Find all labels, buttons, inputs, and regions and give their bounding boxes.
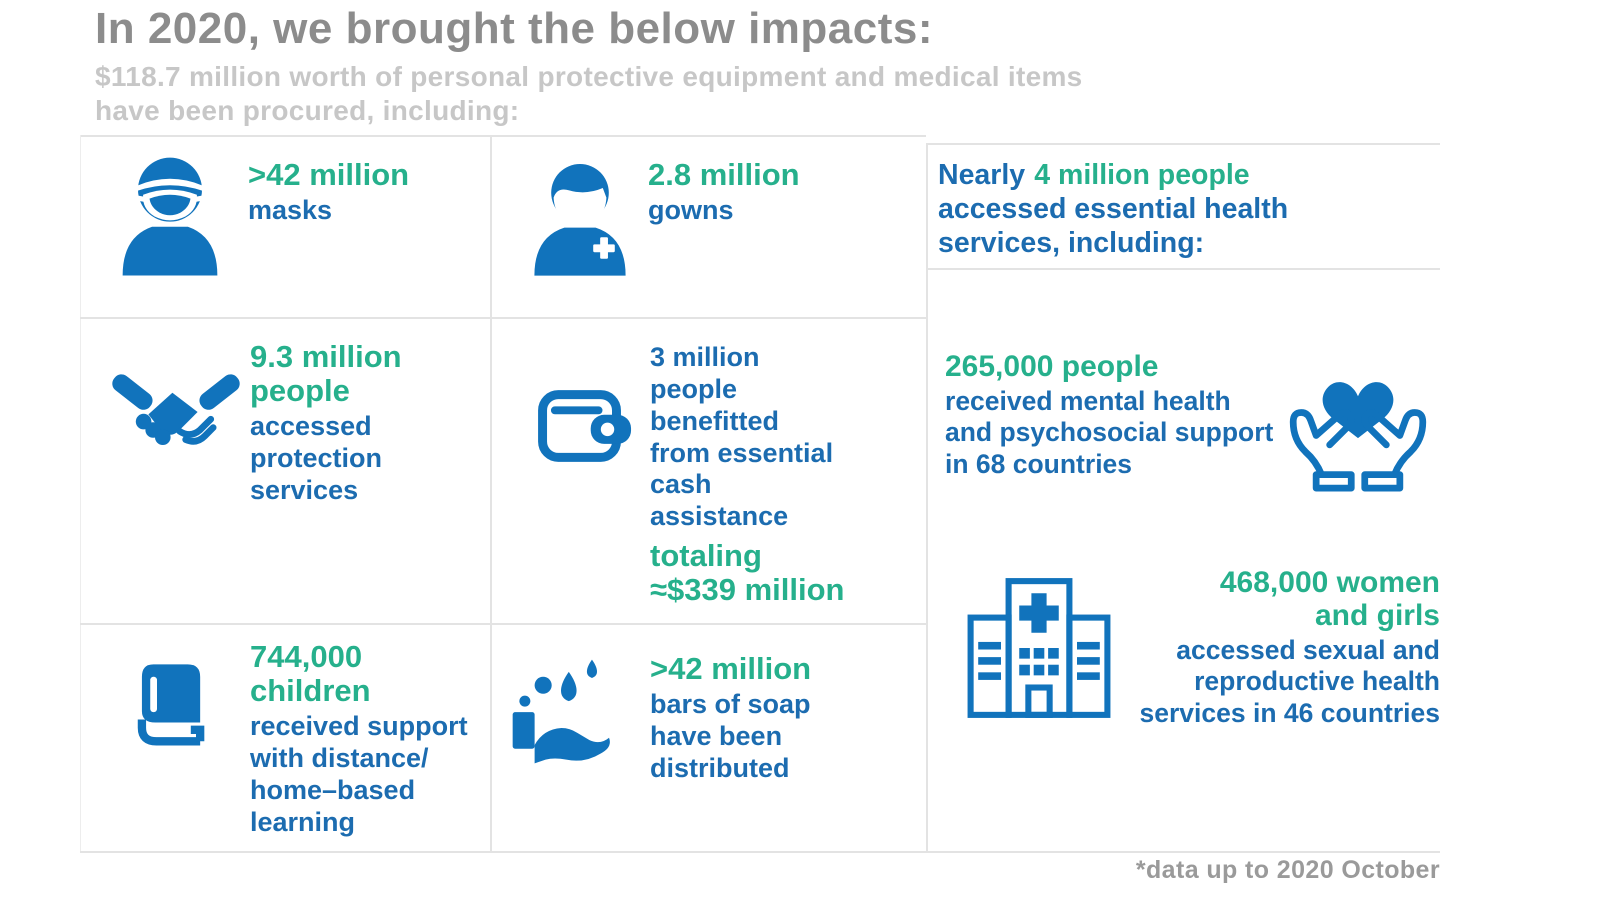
book-icon — [118, 648, 222, 768]
header-prefix: Nearly — [938, 159, 1026, 191]
masks-label: masks — [248, 195, 333, 226]
gowns-value: 2.8 million — [648, 157, 800, 192]
hospital-icon — [960, 572, 1118, 724]
mental-health-stat: 265,000 people received mental health an… — [945, 350, 1285, 480]
masks-value: >42 million — [248, 157, 410, 192]
hands-holding-heart-icon — [1277, 356, 1439, 496]
row-divider-1 — [80, 317, 926, 319]
page-subtitle: $118.7 million worth of personal protect… — [95, 61, 1083, 126]
protection-stat: 9.3 million people accessed protection s… — [250, 339, 402, 507]
grid-bottom-border — [80, 851, 1440, 853]
gowns-stat: 2.8 million gowns — [648, 157, 800, 227]
row-divider-2 — [80, 623, 926, 625]
cash-value: totaling ≈$339 million — [650, 538, 845, 608]
cash-stat: 3 million people benefitted from essenti… — [650, 342, 844, 607]
children-value: 744,000 children — [250, 639, 371, 709]
hand-with-water-drops-icon — [508, 645, 632, 767]
grid-left-border — [80, 135, 81, 851]
page-title: In 2020, we brought the below impacts: — [95, 4, 934, 53]
women-girls-stat: 468,000 women and girls accessed sexual … — [1040, 566, 1441, 729]
women-girls-label: accessed sexual and reproductive health … — [1139, 635, 1441, 728]
wallet-icon — [522, 370, 646, 482]
data-note: *data up to 2020 October — [1135, 856, 1440, 884]
right-panel-top-border — [926, 143, 1440, 145]
children-stat: 744,000 children received support with d… — [250, 639, 468, 839]
header-rest: accessed essential health services, incl… — [938, 193, 1289, 260]
protection-value: 9.3 million people — [250, 339, 402, 409]
masks-stat: >42 million masks — [248, 157, 410, 227]
column-divider-2 — [926, 143, 928, 851]
health-services-header: Nearly 4 million people accessed essentia… — [938, 158, 1418, 261]
medical-staff-icon — [520, 156, 640, 280]
header-highlight: 4 million people — [1034, 159, 1250, 191]
mental-health-label: received mental health and psychosocial … — [945, 386, 1274, 479]
soap-stat: >42 million bars of soap have been distr… — [650, 651, 812, 785]
mental-health-value: 265,000 people — [945, 350, 1159, 383]
handshake-icon — [100, 352, 252, 472]
cash-label: 3 million people benefitted from essenti… — [650, 342, 834, 532]
women-girls-value: 468,000 women and girls — [1219, 566, 1440, 632]
masked-person-icon — [102, 150, 238, 278]
grid-top-border — [80, 135, 926, 137]
children-label: received support with distance/ home–bas… — [250, 711, 468, 837]
soap-value: >42 million — [650, 651, 812, 686]
column-divider-1 — [490, 135, 492, 851]
right-panel-header-divider — [926, 268, 1440, 270]
gowns-label: gowns — [648, 195, 734, 226]
soap-label: bars of soap have been distributed — [650, 689, 811, 783]
protection-label: accessed protection services — [250, 411, 382, 505]
